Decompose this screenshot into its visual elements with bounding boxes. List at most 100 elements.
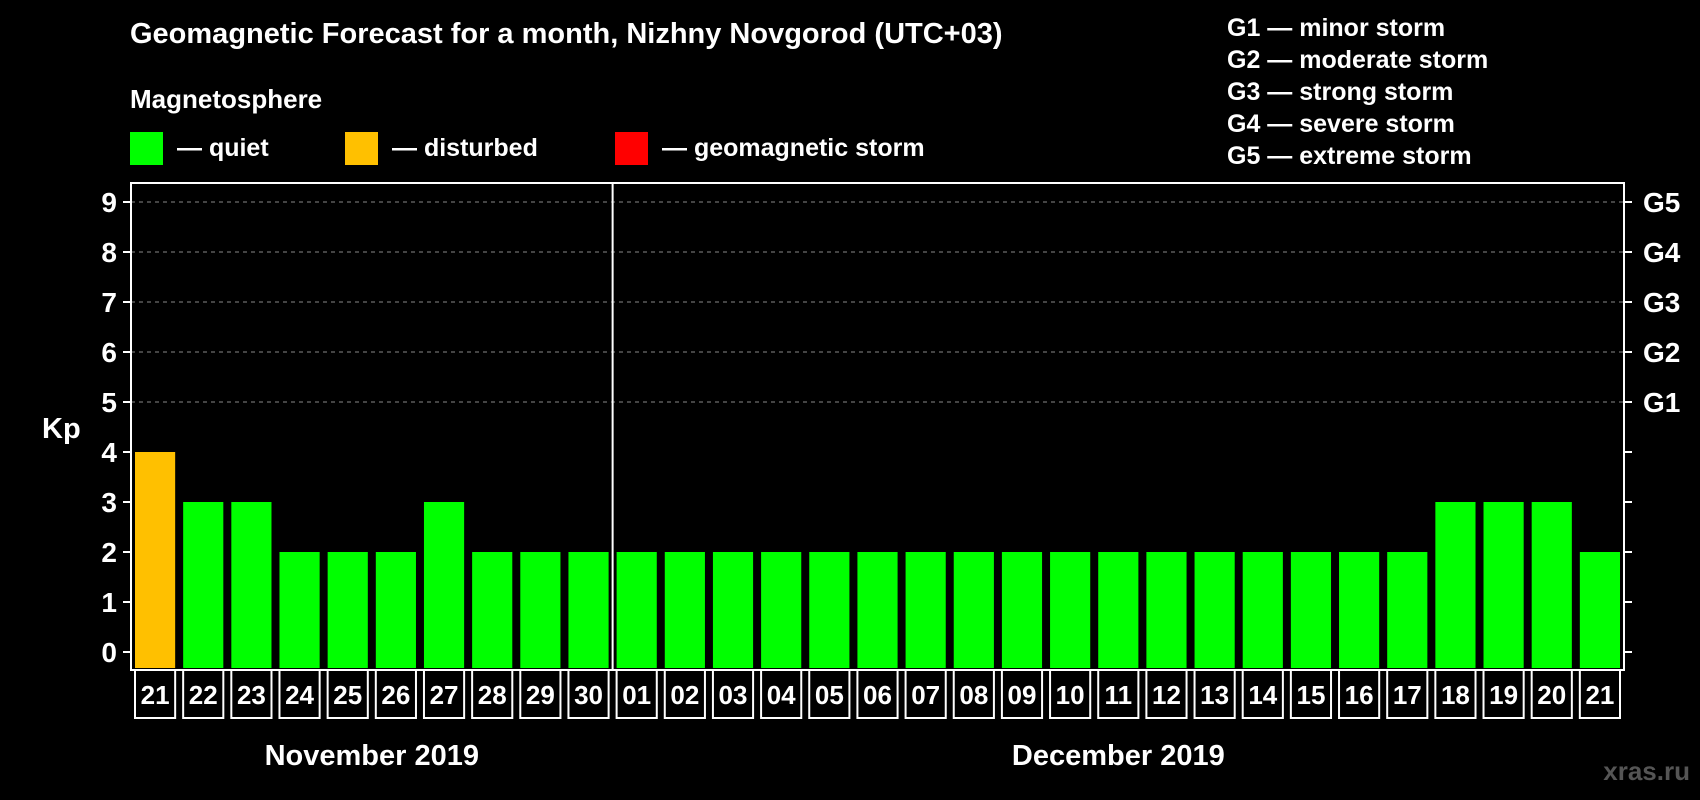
date-cell (760, 669, 803, 719)
storm-axis-label: G1 (1643, 387, 1680, 418)
bar (761, 552, 802, 668)
date-cell (422, 669, 466, 719)
date-cell (1386, 669, 1429, 719)
legend-item-quiet: — quiet (130, 132, 269, 165)
bar (375, 552, 416, 668)
y-axis-label: Kp (42, 413, 81, 445)
x-tick-label: 17 (1393, 680, 1422, 710)
y-tick-label: 0 (101, 637, 117, 668)
y-tick-label: 7 (101, 287, 117, 318)
x-tick-label: 05 (815, 680, 844, 710)
y-tick-label: 5 (101, 387, 117, 418)
date-cell (663, 669, 706, 719)
date-cell (471, 669, 514, 719)
date-cell (1049, 669, 1092, 719)
x-tick-label: 03 (719, 680, 748, 710)
date-cell (1241, 669, 1284, 719)
date-cell (615, 669, 658, 719)
y-tick-label: 6 (101, 337, 117, 368)
date-cell (1578, 669, 1622, 719)
bar (1579, 552, 1620, 668)
bar (183, 502, 224, 668)
x-tick-label: 06 (863, 680, 892, 710)
storm-level-g2: G2 — moderate storm (1227, 46, 1489, 74)
y-tick-label: 2 (101, 537, 117, 568)
x-tick-label: 01 (622, 680, 651, 710)
bar (1050, 552, 1091, 668)
x-tick-label: 29 (526, 680, 555, 710)
x-tick-label: 08 (959, 680, 988, 710)
y-tick-label: 9 (101, 187, 117, 218)
storm-level-g4: G4 — severe storm (1227, 110, 1455, 138)
month-label: November 2019 (265, 740, 479, 772)
legend-label-quiet: — quiet (177, 134, 269, 162)
date-cell (1289, 669, 1333, 719)
x-tick-label: 10 (1056, 680, 1085, 710)
bar (1242, 552, 1283, 668)
x-tick-label: 16 (1345, 680, 1374, 710)
date-cell (711, 669, 755, 719)
x-tick-label: 12 (1152, 680, 1181, 710)
bar (568, 552, 609, 668)
storm-level-legend: G1 — minor storm G2 — moderate storm G3 … (1227, 12, 1488, 172)
date-cell (230, 669, 273, 719)
bar (135, 452, 176, 668)
y-tick-label: 8 (101, 237, 117, 268)
date-cell (374, 669, 417, 719)
x-tick-label: 27 (430, 680, 459, 710)
storm-level-g3: G3 — strong storm (1227, 78, 1454, 106)
bar (953, 552, 994, 668)
storm-axis-label: G2 (1643, 337, 1680, 368)
legend-swatch-storm (615, 132, 648, 165)
x-tick-label: 07 (911, 680, 940, 710)
bar (1194, 552, 1235, 668)
date-cell (1145, 669, 1188, 719)
date-cell (904, 669, 947, 719)
date-cell (808, 669, 851, 719)
bar (809, 552, 850, 668)
storm-axis-label: G3 (1643, 287, 1680, 318)
date-cell (182, 669, 225, 719)
bar (1435, 502, 1476, 668)
date-cell (1097, 669, 1140, 719)
x-tick-label: 30 (574, 680, 603, 710)
legend-title: Magnetosphere (130, 84, 323, 114)
bar (1339, 552, 1380, 668)
date-cell (567, 669, 610, 719)
bar (857, 552, 898, 668)
bar (664, 552, 705, 668)
legend-label-disturbed: — disturbed (392, 134, 538, 162)
storm-level-g1: G1 — minor storm (1227, 14, 1446, 42)
storm-axis-label: G4 (1643, 237, 1681, 268)
y-tick-label: 4 (101, 437, 117, 468)
legend-swatch-quiet (130, 132, 163, 165)
storm-level-g5: G5 — extreme storm (1227, 142, 1472, 170)
date-cell (134, 669, 177, 719)
date-cell (856, 669, 899, 719)
legend-item-disturbed: — disturbed (345, 132, 538, 165)
x-tick-label: 24 (285, 680, 314, 710)
x-tick-label: 09 (1008, 680, 1037, 710)
bar (520, 552, 561, 668)
x-tick-label: 13 (1200, 680, 1229, 710)
bar (1290, 552, 1332, 668)
bar (1531, 502, 1572, 668)
x-tick-label: 21 (1585, 680, 1614, 710)
bar (1146, 552, 1187, 668)
date-cell (326, 669, 369, 719)
x-tick-label: 19 (1489, 680, 1518, 710)
chart-title: Geomagnetic Forecast for a month, Nizhny… (130, 18, 1003, 50)
x-tick-label: 02 (670, 680, 699, 710)
x-tick-label: 18 (1441, 680, 1470, 710)
storm-axis-label: G5 (1643, 187, 1680, 218)
date-cell (519, 669, 562, 719)
date-cell (1482, 669, 1525, 719)
bar (327, 552, 368, 668)
x-tick-label: 15 (1296, 680, 1325, 710)
x-tick-label: 11 (1105, 680, 1133, 710)
bar (905, 552, 946, 668)
x-tick-label: 20 (1537, 680, 1566, 710)
legend-label-storm: — geomagnetic storm (662, 134, 925, 162)
bar (423, 502, 465, 668)
